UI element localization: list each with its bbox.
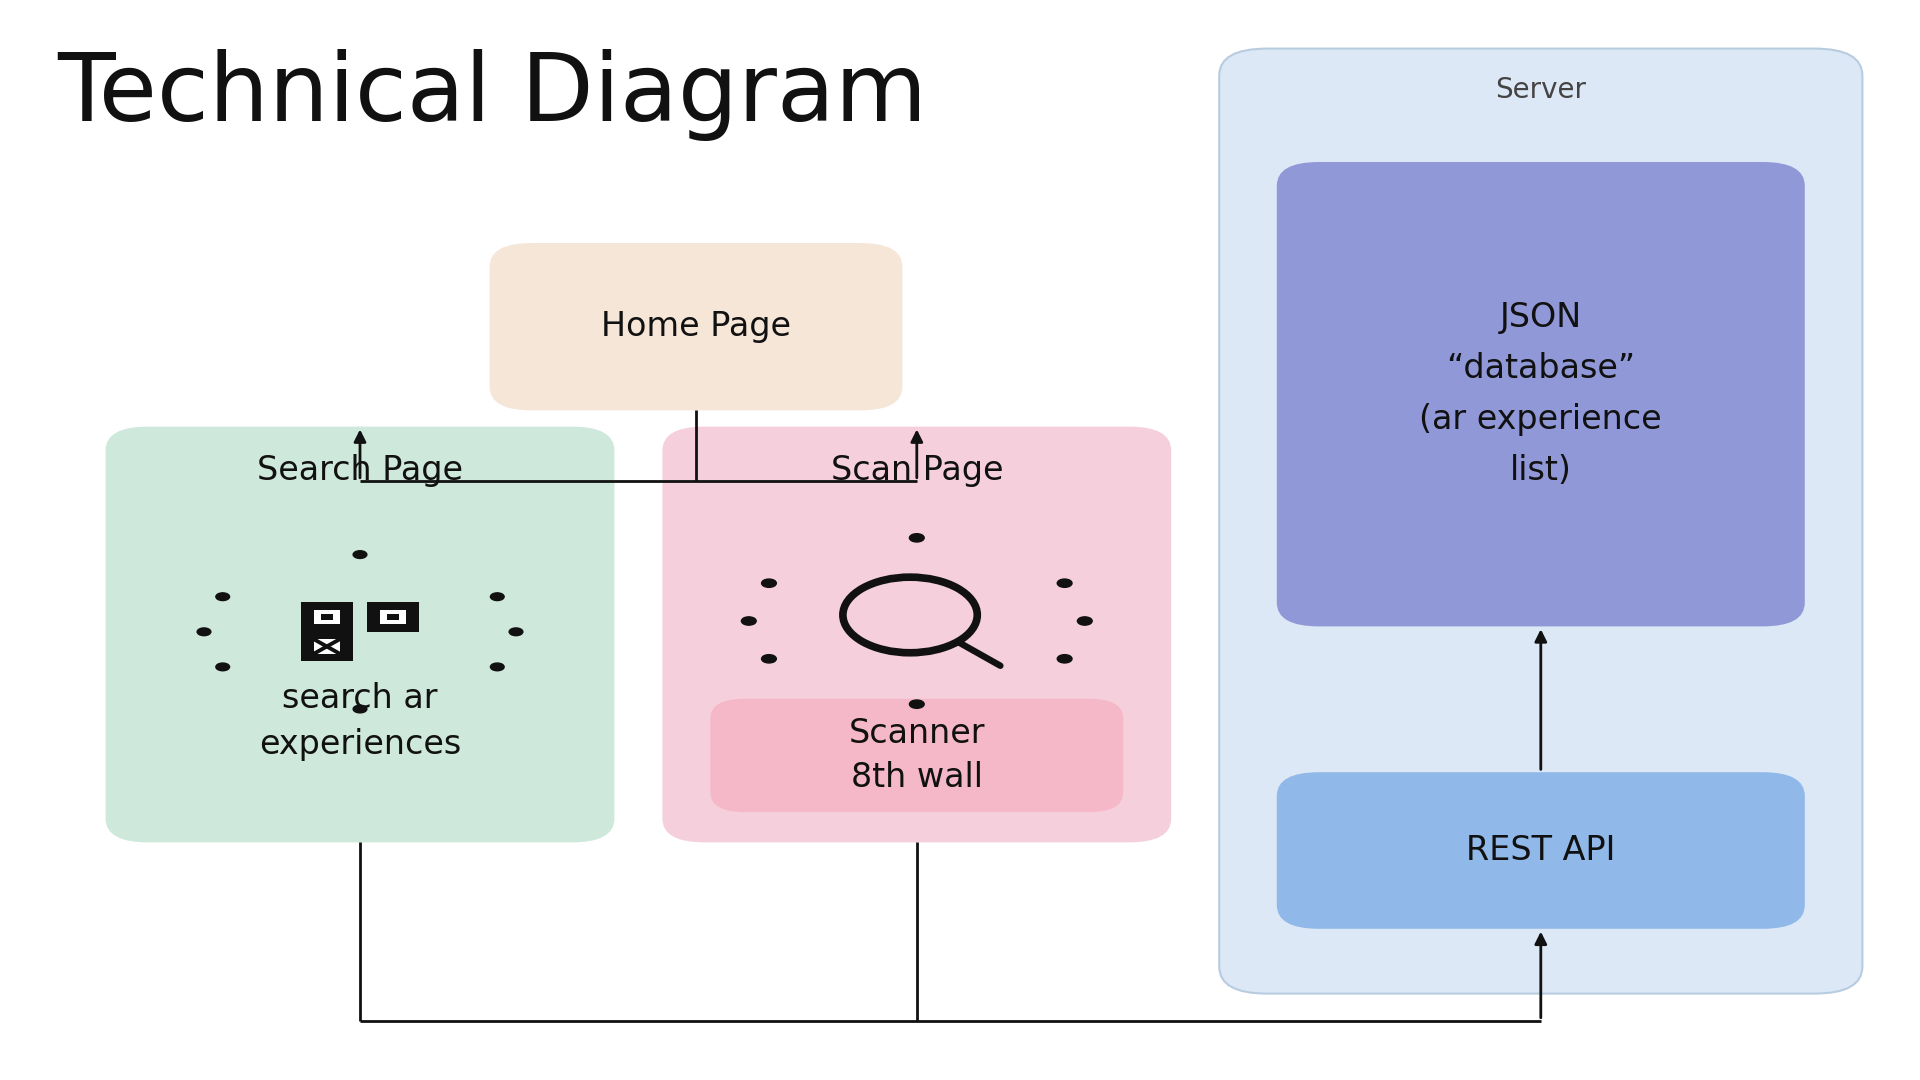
Text: Scan Page: Scan Page: [831, 454, 1002, 487]
Circle shape: [1077, 617, 1092, 625]
FancyBboxPatch shape: [1277, 772, 1805, 929]
Circle shape: [910, 700, 924, 708]
FancyBboxPatch shape: [313, 610, 340, 624]
FancyBboxPatch shape: [321, 613, 332, 621]
Circle shape: [741, 617, 756, 625]
FancyBboxPatch shape: [662, 427, 1171, 842]
FancyBboxPatch shape: [106, 427, 614, 842]
FancyBboxPatch shape: [367, 603, 419, 632]
FancyBboxPatch shape: [1219, 49, 1862, 994]
Circle shape: [353, 705, 367, 713]
Text: REST API: REST API: [1467, 834, 1615, 867]
Circle shape: [509, 627, 522, 636]
Circle shape: [490, 663, 505, 671]
Circle shape: [490, 593, 505, 600]
Circle shape: [1058, 579, 1071, 588]
FancyBboxPatch shape: [301, 632, 353, 661]
Text: Server: Server: [1496, 76, 1586, 104]
Circle shape: [215, 663, 230, 671]
Text: Search Page: Search Page: [257, 454, 463, 487]
Text: Scanner
8th wall: Scanner 8th wall: [849, 717, 985, 794]
Circle shape: [910, 534, 924, 542]
FancyBboxPatch shape: [301, 603, 353, 632]
Text: Home Page: Home Page: [601, 310, 791, 343]
FancyBboxPatch shape: [380, 610, 407, 624]
Text: Technical Diagram: Technical Diagram: [58, 49, 927, 140]
Text: JSON
“database”
(ar experience
list): JSON “database” (ar experience list): [1419, 301, 1663, 487]
Text: search ar
experiences: search ar experiences: [259, 683, 461, 761]
FancyBboxPatch shape: [490, 243, 902, 410]
FancyBboxPatch shape: [710, 699, 1123, 812]
Circle shape: [762, 654, 776, 663]
Circle shape: [198, 627, 211, 636]
Circle shape: [353, 551, 367, 558]
Circle shape: [215, 593, 230, 600]
FancyBboxPatch shape: [313, 639, 340, 653]
FancyBboxPatch shape: [388, 613, 399, 621]
FancyBboxPatch shape: [1277, 162, 1805, 626]
Circle shape: [1058, 654, 1071, 663]
Circle shape: [762, 579, 776, 588]
